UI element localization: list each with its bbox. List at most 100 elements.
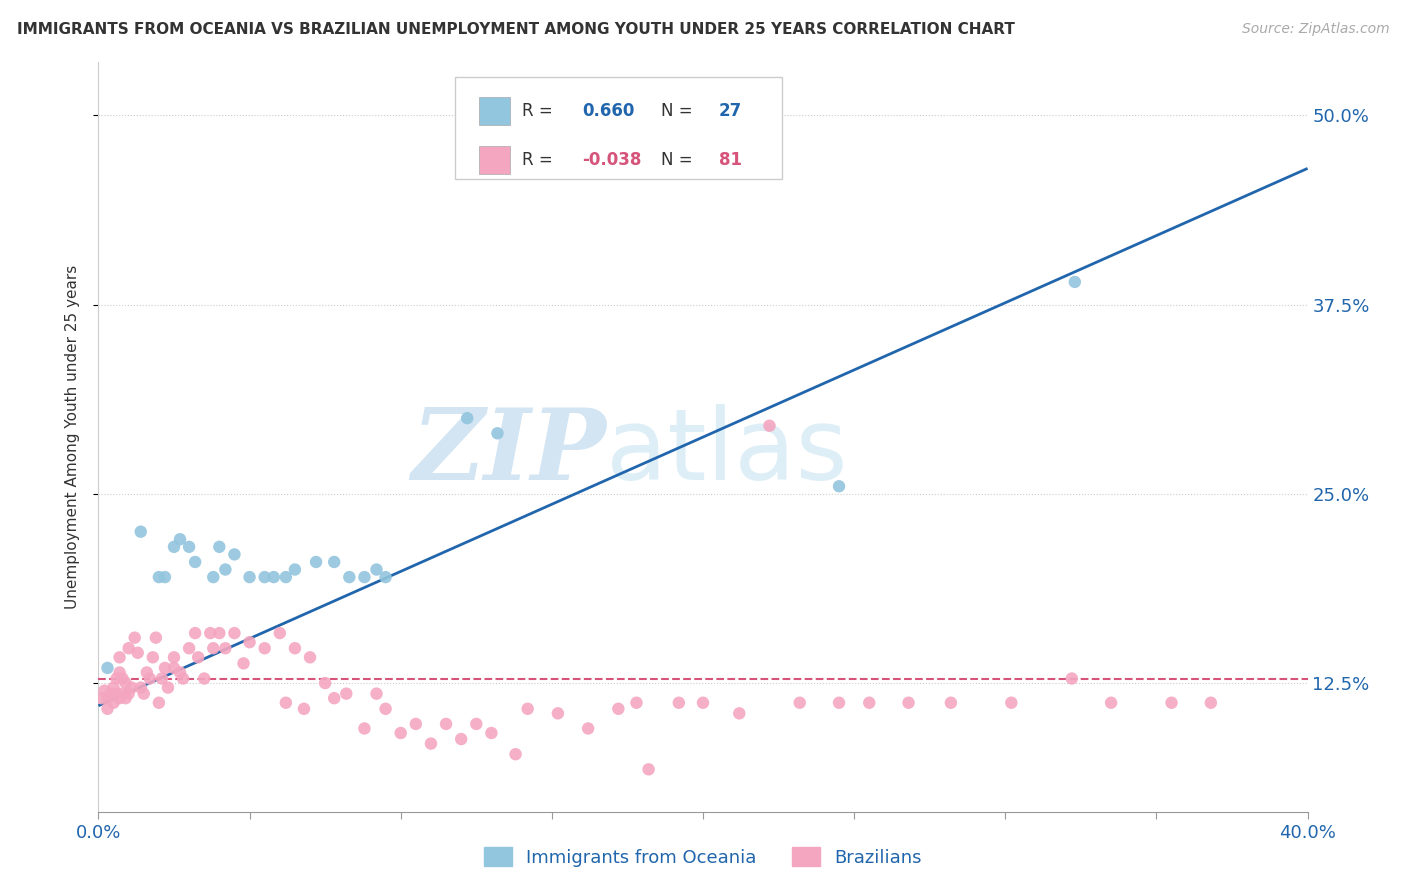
- Point: [547, 706, 569, 721]
- Point: [214, 562, 236, 576]
- Point: [269, 626, 291, 640]
- Point: [184, 555, 207, 569]
- Point: [135, 665, 157, 680]
- Point: [668, 696, 690, 710]
- Point: [353, 722, 375, 736]
- Point: [828, 479, 851, 493]
- Point: [179, 540, 201, 554]
- Text: ZIP: ZIP: [412, 404, 606, 500]
- Point: [169, 533, 191, 547]
- FancyBboxPatch shape: [479, 97, 509, 126]
- Point: [728, 706, 751, 721]
- Point: [103, 696, 125, 710]
- Point: [193, 672, 215, 686]
- Point: [1099, 696, 1122, 710]
- Point: [132, 687, 155, 701]
- Point: [405, 717, 427, 731]
- Point: [323, 555, 346, 569]
- Point: [153, 661, 176, 675]
- Text: R =: R =: [522, 103, 558, 120]
- Point: [274, 696, 297, 710]
- Text: IMMIGRANTS FROM OCEANIA VS BRAZILIAN UNEMPLOYMENT AMONG YOUTH UNDER 25 YEARS COR: IMMIGRANTS FROM OCEANIA VS BRAZILIAN UNE…: [17, 22, 1015, 37]
- Point: [184, 626, 207, 640]
- Point: [420, 737, 443, 751]
- Point: [129, 524, 152, 539]
- Point: [939, 696, 962, 710]
- Point: [607, 702, 630, 716]
- Point: [1063, 275, 1085, 289]
- Point: [374, 570, 396, 584]
- Point: [202, 570, 225, 584]
- Point: [202, 641, 225, 656]
- Point: [118, 641, 141, 656]
- Point: [200, 626, 222, 640]
- Point: [214, 641, 236, 656]
- Point: [465, 717, 488, 731]
- Point: [153, 570, 176, 584]
- Point: [516, 702, 538, 716]
- Point: [148, 696, 170, 710]
- Point: [1060, 672, 1083, 686]
- Point: [335, 687, 357, 701]
- Point: [1199, 696, 1222, 710]
- Point: [456, 411, 478, 425]
- Point: [96, 691, 118, 706]
- Point: [129, 681, 152, 695]
- FancyBboxPatch shape: [479, 145, 509, 174]
- Text: Source: ZipAtlas.com: Source: ZipAtlas.com: [1241, 22, 1389, 37]
- Point: [450, 732, 472, 747]
- Point: [103, 681, 125, 695]
- Point: [163, 650, 186, 665]
- Point: [239, 635, 262, 649]
- Point: [139, 672, 162, 686]
- Point: [253, 570, 276, 584]
- Point: [187, 650, 209, 665]
- Point: [1160, 696, 1182, 710]
- Point: [163, 540, 186, 554]
- Point: [353, 570, 375, 584]
- Point: [481, 726, 503, 740]
- Point: [224, 548, 246, 562]
- Point: [366, 562, 388, 576]
- Text: 27: 27: [718, 103, 742, 120]
- Point: [105, 687, 128, 701]
- Point: [299, 650, 322, 665]
- Point: [626, 696, 648, 710]
- Point: [111, 687, 134, 701]
- Point: [505, 747, 527, 762]
- Point: [100, 687, 122, 701]
- Point: [284, 641, 307, 656]
- Point: [163, 661, 186, 675]
- Text: -0.038: -0.038: [582, 151, 641, 169]
- Point: [758, 418, 780, 433]
- Point: [169, 665, 191, 680]
- Point: [90, 691, 112, 706]
- Point: [208, 626, 231, 640]
- Legend: Immigrants from Oceania, Brazilians: Immigrants from Oceania, Brazilians: [477, 840, 929, 874]
- Point: [789, 696, 811, 710]
- Point: [366, 687, 388, 701]
- Point: [637, 762, 659, 776]
- Text: N =: N =: [661, 103, 697, 120]
- Point: [305, 555, 328, 569]
- Point: [124, 631, 146, 645]
- Point: [108, 691, 131, 706]
- Point: [1000, 696, 1022, 710]
- Point: [692, 696, 714, 710]
- Point: [148, 570, 170, 584]
- Point: [323, 691, 346, 706]
- Point: [118, 687, 141, 701]
- Point: [239, 570, 262, 584]
- Point: [828, 696, 851, 710]
- Point: [111, 672, 134, 686]
- Point: [156, 681, 179, 695]
- Point: [172, 672, 194, 686]
- Point: [145, 631, 167, 645]
- Point: [434, 717, 457, 731]
- Point: [284, 562, 307, 576]
- Point: [96, 661, 118, 675]
- Point: [224, 626, 246, 640]
- Point: [374, 702, 396, 716]
- Point: [114, 691, 136, 706]
- Point: [96, 702, 118, 716]
